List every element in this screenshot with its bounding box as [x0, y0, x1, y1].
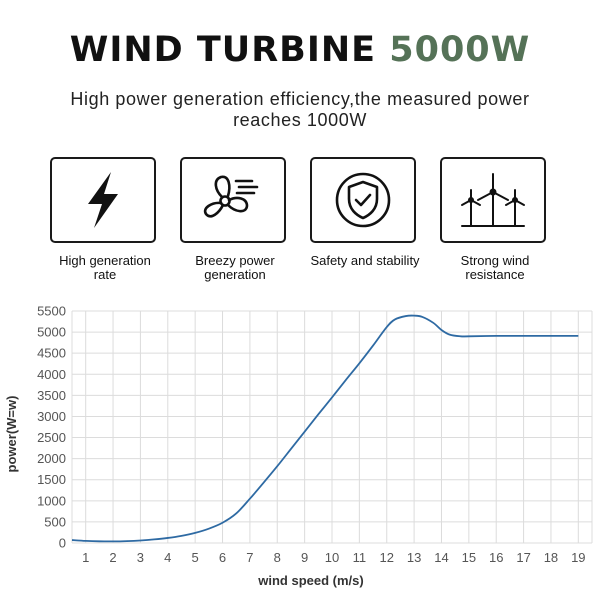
feature-label: Breezy power generation — [195, 253, 275, 282]
x-tick-label: 7 — [246, 550, 253, 565]
y-axis-title: power(W=w) — [4, 396, 19, 473]
feature-box — [50, 157, 156, 243]
y-tick-label: 1500 — [37, 472, 66, 487]
x-tick-label: 1 — [82, 550, 89, 565]
x-tick-label: 12 — [380, 550, 394, 565]
feature-wind-resistance: Strong wind resistance — [440, 157, 550, 282]
x-tick-label: 6 — [219, 550, 226, 565]
fan-wind-icon — [203, 175, 259, 218]
feature-box — [440, 157, 546, 243]
x-axis-title: wind speed (m/s) — [257, 573, 363, 588]
power-curve-line — [71, 314, 579, 543]
y-tick-label: 3500 — [37, 388, 66, 403]
x-tick-label: 8 — [274, 550, 281, 565]
shield-check-icon — [335, 172, 391, 228]
x-tick-label: 17 — [516, 550, 530, 565]
x-tick-label: 10 — [325, 550, 339, 565]
y-tick-label: 0 — [59, 536, 66, 551]
y-tick-label: 2500 — [37, 430, 66, 445]
title-accent: 5000W — [389, 30, 531, 70]
power-curve-chart: 0 500 1000 1500 2000 2500 3000 3500 4000 4500 5000… — [0, 298, 600, 600]
x-tick-label: 15 — [462, 550, 476, 565]
title-main: WIND TURBINE — [69, 30, 377, 70]
y-tick-label: 4000 — [37, 367, 66, 382]
x-tick-label: 13 — [407, 550, 421, 565]
feature-box — [180, 157, 286, 243]
feature-label: High generation rate — [59, 253, 151, 282]
x-tick-label: 9 — [301, 550, 308, 565]
x-tick-label: 2 — [109, 550, 116, 565]
x-tick-label: 18 — [544, 550, 558, 565]
feature-breezy-power: Breezy power generation — [180, 157, 290, 282]
feature-high-generation: High generation rate — [50, 157, 160, 282]
subtitle: High power generation efficiency,the mea… — [70, 89, 530, 130]
feature-safety-stability: Safety and stability — [310, 157, 420, 268]
x-tick-label: 11 — [353, 550, 367, 565]
x-tick-label: 14 — [434, 550, 448, 565]
lightning-icon — [88, 172, 118, 228]
y-tick-label: 3000 — [37, 409, 66, 424]
y-tick-label: 4500 — [37, 346, 66, 361]
x-tick-label: 3 — [137, 550, 144, 565]
x-tick-label: 4 — [164, 550, 171, 565]
feature-row: High generation rate Breezy power genera… — [50, 157, 550, 289]
feature-box — [310, 157, 416, 243]
page-title: WIND TURBINE 5000W — [0, 30, 600, 70]
chart-svg: 0 500 1000 1500 2000 2500 3000 3500 4000 4500 5000… — [4, 304, 593, 588]
x-tick-label: 5 — [192, 550, 199, 565]
feature-label: Safety and stability — [310, 253, 420, 268]
x-tick-label: 16 — [489, 550, 503, 565]
wind-turbines-icon — [461, 173, 525, 227]
feature-label: Strong wind resistance — [460, 253, 530, 282]
y-tick-label: 5000 — [37, 325, 66, 340]
y-tick-label: 1000 — [37, 493, 66, 508]
x-tick-label: 19 — [571, 550, 585, 565]
y-tick-label: 5500 — [37, 304, 66, 319]
y-tick-label: 2000 — [37, 451, 66, 466]
y-tick-label: 500 — [44, 514, 66, 529]
